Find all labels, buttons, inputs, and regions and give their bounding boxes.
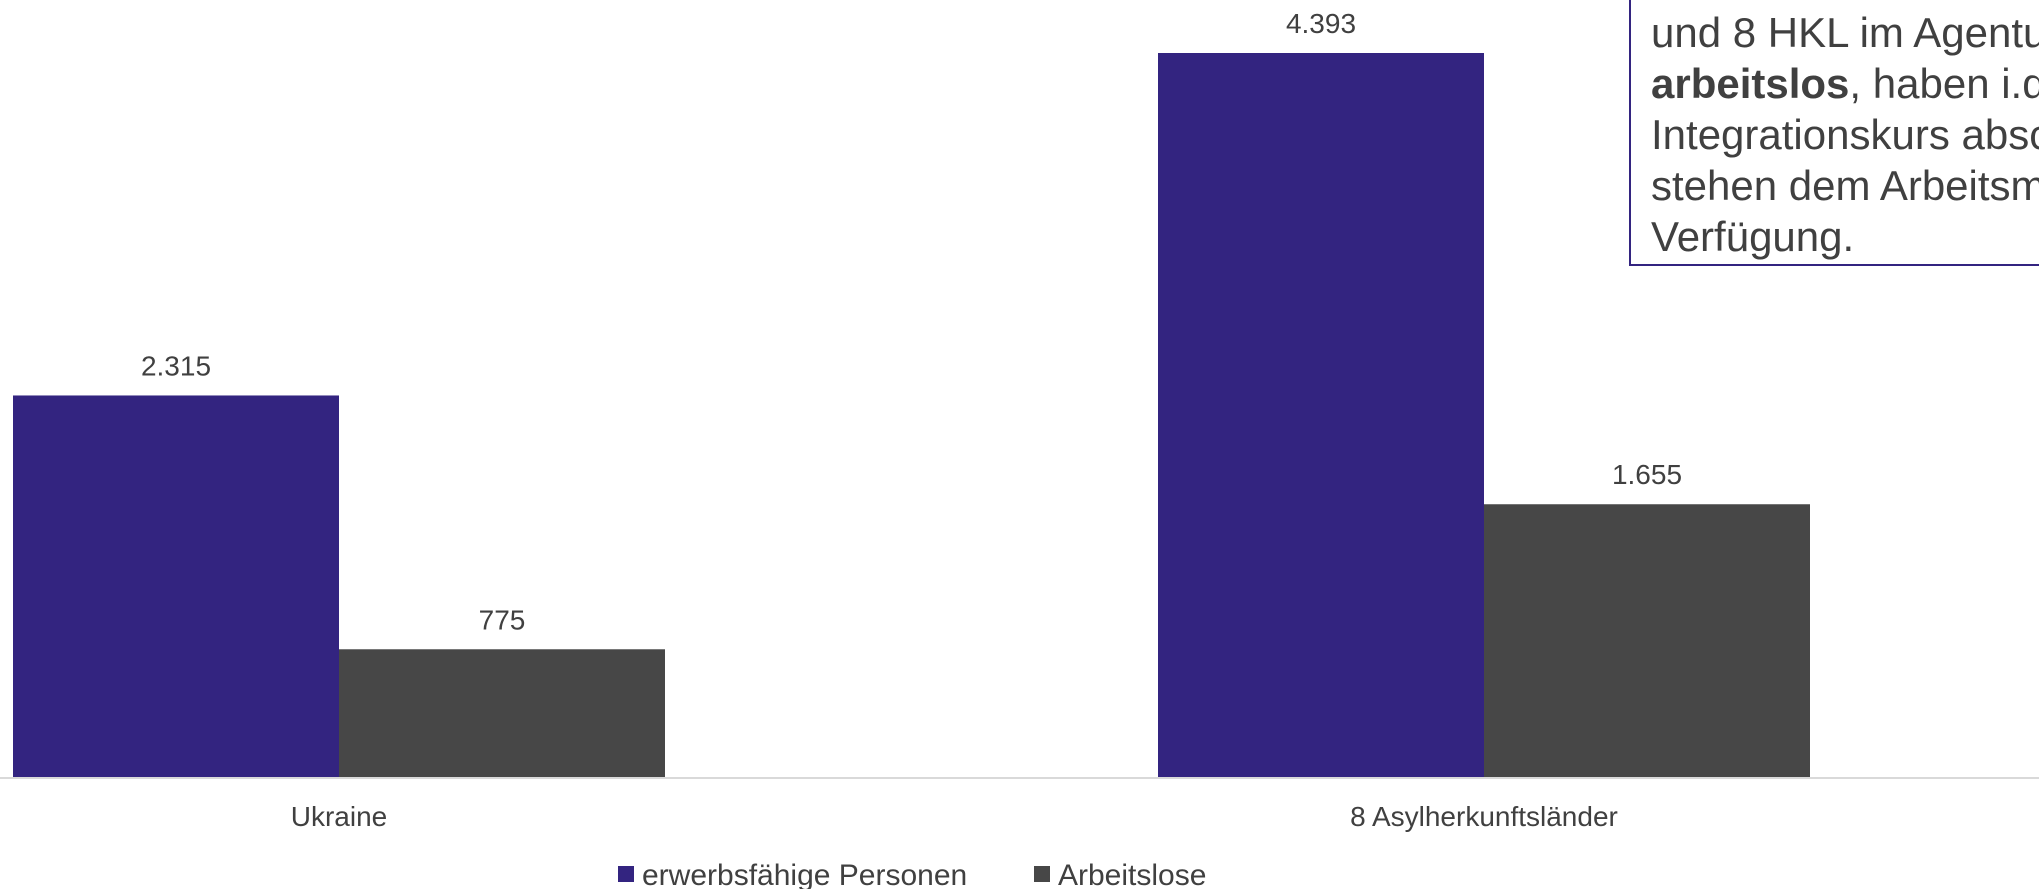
data-label: 4.393 (1286, 8, 1356, 39)
callout-bold-text: arbeitslos (1651, 60, 1850, 107)
legend: erwerbsfähige Personen Arbeitslose (618, 859, 1206, 889)
callout-line-2: arbeitslos, haben i.d (1651, 58, 2039, 109)
callout-line-5: Verfügung. (1651, 213, 1855, 260)
data-label: 2.315 (141, 350, 211, 381)
category-label: 8 Asylherkunftsländer (1350, 801, 1618, 832)
callout-line-2-rest: , haben i.d (1849, 60, 2039, 107)
bar-erwerbsfaehige-0 (13, 395, 339, 777)
callout-line-1: und 8 HKL im Agentu (1651, 9, 2039, 56)
labels-group: 2.315 775 Ukraine 4.393 1.655 8 Asylherkunfts… (141, 8, 1682, 832)
bar-arbeitslose-1 (1484, 504, 1810, 777)
callout-line-4: stehen dem Arbeitsm (1651, 162, 2039, 209)
callout-box: und 8 HKL im Agentu arbeitslos, haben i.… (1629, 0, 2039, 266)
callout-line-3: Integrationskurs absc (1651, 111, 2039, 158)
bar-arbeitslose-0 (339, 649, 665, 777)
legend-swatch (618, 866, 634, 882)
bar-erwerbsfaehige-1 (1158, 53, 1484, 777)
legend-swatch (1034, 866, 1050, 882)
data-label: 775 (479, 604, 526, 635)
legend-label: erwerbsfähige Personen (642, 859, 967, 889)
legend-label: Arbeitslose (1058, 859, 1206, 889)
category-label: Ukraine (291, 801, 387, 832)
data-label: 1.655 (1612, 459, 1682, 490)
bars-group (13, 53, 1810, 777)
